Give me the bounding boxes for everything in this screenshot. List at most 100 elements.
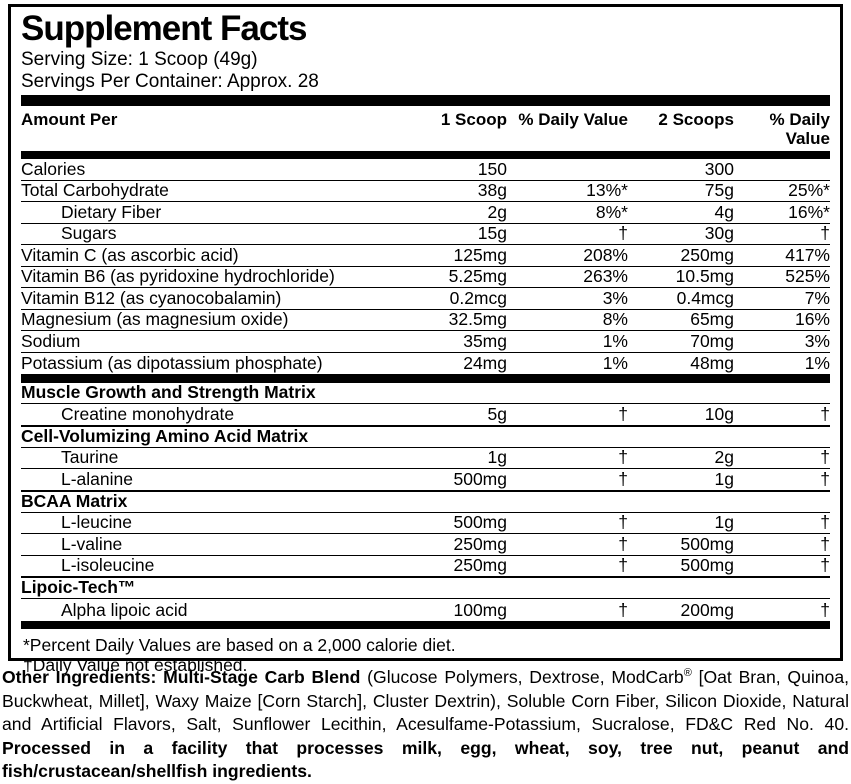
daily-value-1-scoop: 1% — [602, 330, 628, 351]
daily-value-2-scoops: † — [820, 403, 830, 424]
daily-value-1-scoop: † — [618, 555, 628, 575]
amount-1-scoop: 5.25mg — [448, 266, 507, 286]
table-row: Alpha lipoic acid 100mg † 200mg † — [21, 599, 830, 621]
divider-bar — [21, 374, 830, 382]
daily-value-2-scoops: 417% — [785, 244, 830, 265]
nutrient-name: Alpha lipoic acid — [61, 599, 188, 620]
daily-value-1-scoop: † — [618, 599, 628, 620]
amount-1-scoop: 250mg — [453, 533, 507, 554]
amount-2-scoops: 200mg — [680, 599, 734, 620]
amount-1-scoop: 24mg — [463, 353, 507, 373]
amount-1-scoop: 500mg — [453, 512, 507, 532]
nutrient-name: L-isoleucine — [61, 555, 155, 575]
table-row: Vitamin C (as ascorbic acid) 125mg 208% … — [21, 245, 830, 267]
daily-value-1-scoop: 263% — [583, 266, 628, 286]
table-row: Taurine 1g † 2g † — [21, 447, 830, 469]
amount-2-scoops: 1g — [714, 512, 734, 532]
amount-2-scoops: 10.5mg — [675, 266, 734, 286]
nutrient-name: L-leucine — [61, 512, 133, 532]
nutrient-name: Cell-Volumizing Amino Acid Matrix — [21, 425, 309, 446]
amount-1-scoop: 38g — [477, 180, 507, 200]
daily-value-1-scoop: † — [618, 512, 628, 532]
amount-2-scoops: 500mg — [680, 555, 734, 575]
table-row: L-alanine 500mg † 1g † — [21, 469, 830, 491]
nutrient-name: Dietary Fiber — [61, 201, 162, 222]
daily-value-2-scoops: 3% — [804, 330, 830, 351]
daily-value-2-scoops: † — [820, 599, 830, 620]
divider-bar-thick — [21, 95, 830, 106]
table-row: Calories 150 300 — [21, 159, 830, 181]
daily-value-2-scoops: † — [820, 447, 830, 467]
daily-value-1-scoop: 8% — [602, 309, 628, 329]
amount-2-scoops: 2g — [714, 447, 734, 467]
footnote-not-established: †Daily Value not established. — [23, 655, 248, 675]
amount-1-scoop: 0.2mcg — [449, 287, 507, 308]
amount-1-scoop: 2g — [487, 201, 507, 222]
amount-2-scoops: 4g — [714, 201, 734, 222]
column-header-1-scoop: 1 Scoop — [440, 110, 507, 129]
column-header-daily-value-1: % Daily Value — [518, 110, 628, 129]
nutrient-name: Taurine — [61, 447, 119, 467]
other-ingredients-bold-text: Processed in a facility that processes m… — [2, 737, 849, 782]
daily-value-1-scoop: 208% — [583, 244, 628, 265]
daily-value-2-scoops: 1% — [804, 353, 830, 373]
daily-value-1-scoop: † — [618, 403, 628, 424]
other-ingredients-bold-text: Other Ingredients: Multi-Stage Carb Blen… — [2, 667, 361, 687]
nutrient-name: Calories — [21, 158, 86, 179]
footnote-daily-values: *Percent Daily Values are based on a 2,0… — [23, 634, 456, 655]
daily-value-2-scoops: † — [820, 512, 830, 532]
section-header-row: Muscle Growth and Strength Matrix — [21, 382, 830, 404]
nutrient-rows: Calories 150 300 Total Carbohydrate 38g … — [21, 159, 830, 374]
amount-2-scoops: 70mg — [690, 330, 734, 351]
amount-1-scoop: 125mg — [453, 244, 507, 265]
table-row: L-leucine 500mg † 1g † — [21, 512, 830, 534]
amount-1-scoop: 1g — [487, 447, 507, 467]
table-header-row: Amount Per 1 Scoop % Daily Value 2 Scoop… — [21, 106, 830, 151]
table-row: Vitamin B6 (as pyridoxine hydrochloride)… — [21, 266, 830, 288]
section-header-row: Lipoic-Tech™ — [21, 577, 830, 599]
amount-2-scoops: 10g — [704, 403, 734, 424]
nutrient-name: BCAA Matrix — [21, 490, 128, 511]
daily-value-1-scoop: 8%* — [595, 201, 628, 222]
amount-2-scoops: 30g — [704, 223, 734, 243]
nutrient-name: L-valine — [61, 533, 123, 554]
daily-value-1-scoop: † — [618, 468, 628, 489]
serving-size: Serving Size: 1 Scoop (49g) — [21, 49, 258, 70]
table-row: Sugars 15g † 30g † — [21, 223, 830, 245]
amount-2-scoops: 1g — [714, 468, 734, 489]
daily-value-2-scoops: † — [820, 468, 830, 489]
daily-value-2-scoops: † — [820, 223, 830, 243]
amount-2-scoops: 65mg — [690, 309, 734, 329]
nutrient-name: Creatine monohydrate — [61, 403, 235, 424]
amount-1-scoop: 5g — [487, 403, 507, 424]
other-ingredients-paragraph: Other Ingredients: Multi-Stage Carb Blen… — [2, 666, 849, 784]
nutrient-name: Lipoic-Tech™ — [21, 577, 136, 597]
daily-value-2-scoops: 16%* — [788, 201, 830, 222]
daily-value-2-scoops: † — [820, 533, 830, 554]
table-row: Vitamin B12 (as cyanocobalamin) 0.2mcg 3… — [21, 288, 830, 310]
amount-2-scoops: 75g — [704, 180, 734, 200]
servings-per-container: Servings Per Container: Approx. 28 — [21, 70, 319, 92]
table-row: L-valine 250mg † 500mg † — [21, 534, 830, 556]
footnotes: *Percent Daily Values are based on a 2,0… — [21, 629, 830, 676]
divider-bar — [21, 620, 830, 629]
daily-value-1-scoop: 13%* — [586, 180, 628, 200]
daily-value-1-scoop: 3% — [602, 287, 628, 308]
nutrient-name: Potassium (as dipotassium phosphate) — [21, 353, 323, 373]
daily-value-1-scoop: † — [618, 223, 628, 243]
nutrient-name: Vitamin B6 (as pyridoxine hydrochloride) — [21, 266, 335, 286]
nutrient-name: Total Carbohydrate — [21, 180, 169, 200]
amount-2-scoops: 48mg — [690, 353, 734, 373]
nutrient-name: Sodium — [21, 330, 81, 351]
nutrient-name: Magnesium (as magnesium oxide) — [21, 309, 289, 329]
amount-1-scoop: 500mg — [453, 468, 507, 489]
amount-1-scoop: 250mg — [453, 555, 507, 575]
other-ingredients-text: [Oat Bran, Quinoa, Buckwheat, Millet], W… — [2, 667, 850, 734]
panel-title: Supplement Facts — [21, 9, 307, 48]
table-row: L-isoleucine 250mg † 500mg † — [21, 555, 830, 577]
amount-1-scoop: 100mg — [453, 599, 507, 620]
amount-2-scoops: 500mg — [680, 533, 734, 554]
nutrient-name: Vitamin C (as ascorbic acid) — [21, 244, 239, 265]
supplement-facts-panel: Supplement Facts Serving Size: 1 Scoop (… — [8, 4, 843, 675]
table-row: Dietary Fiber 2g 8%* 4g 16%* — [21, 202, 830, 224]
